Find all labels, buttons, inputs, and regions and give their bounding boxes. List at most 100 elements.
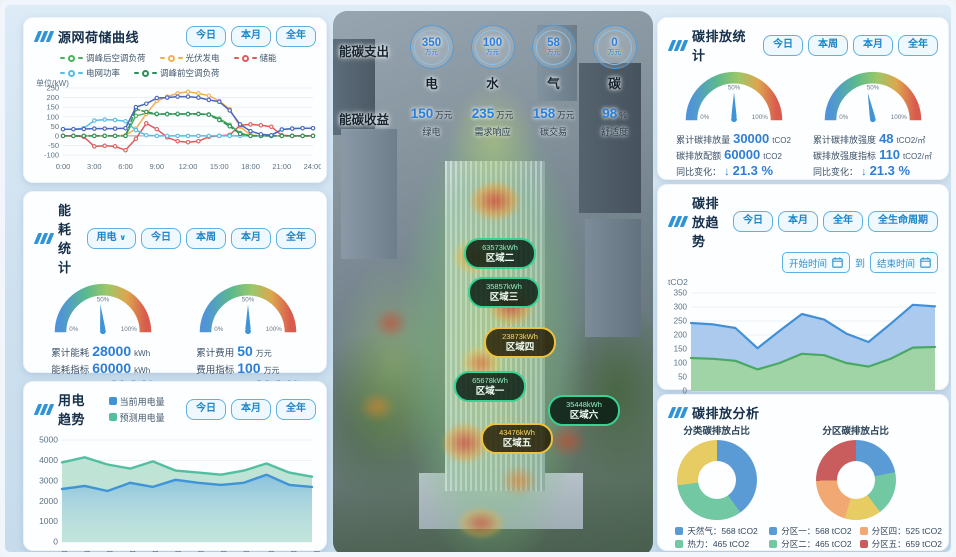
donut-hole xyxy=(836,461,875,499)
legend-square-marker xyxy=(859,527,868,535)
range-button[interactable]: 本周 xyxy=(808,34,848,56)
donut-legend-item[interactable]: 分区三：385 tCO2 xyxy=(769,551,851,552)
donut-legend-item[interactable]: 分区五：659 tCO2 xyxy=(859,538,942,550)
legend-item[interactable]: 调峰前空调负荷 xyxy=(134,67,220,79)
range-button[interactable]: 全生命周期 xyxy=(868,211,938,232)
legend-ring-marker xyxy=(68,69,75,77)
stat-value: 21.3 % xyxy=(732,163,774,178)
gauge-chart: 0% 50% 100% xyxy=(824,72,921,123)
range-button[interactable]: 本月 xyxy=(853,34,893,56)
stat-unit: tCO2 xyxy=(763,152,782,161)
ripple-circle-icon: 58 万元 xyxy=(531,25,576,69)
range-button[interactable]: 本月 xyxy=(231,398,271,420)
svg-text:0: 0 xyxy=(683,387,688,396)
range-button[interactable]: 本周 xyxy=(186,227,226,249)
donut-legend-item[interactable]: 分区二：465 tCO2 xyxy=(769,538,852,550)
zone-label-pill[interactable]: 23873kWh 区域四 xyxy=(484,327,556,359)
expense-badges: 350 万元电 100 万元水 58 万元气 0 万元碳 xyxy=(401,25,645,92)
income-item: 235 万元 需求响应 xyxy=(462,105,523,138)
arrow-down-icon: ↓ xyxy=(724,166,730,178)
stat-label: 能耗指标 xyxy=(51,365,90,376)
legend-item[interactable]: 光伏发电 xyxy=(159,52,220,64)
svg-text:3月: 3月 xyxy=(101,550,114,557)
zone-label-pill[interactable]: 43476kWh 区域五 xyxy=(481,423,553,455)
donut-legend-item[interactable]: 天然气：568 tCO2 xyxy=(675,525,758,537)
income-item: 98% 舒适度 xyxy=(584,105,645,138)
range-toolbar: 今日 本月 全年 xyxy=(186,398,316,420)
range-button[interactable]: 全年 xyxy=(898,34,938,56)
zone-label-pill[interactable]: 65678kWh 区域一 xyxy=(454,371,526,403)
panel-title-icon xyxy=(33,232,55,244)
zone-label-pill[interactable]: 63573kWh 区域二 xyxy=(464,238,536,270)
income-values: 150 万元 绿电 235 万元 需求响应 158 万元 碳交易 98% 舒适度 xyxy=(401,105,645,138)
zone-energy-value: 23873kWh xyxy=(502,332,538,341)
range-button[interactable]: 今日 xyxy=(141,227,181,249)
stat-row: 累计能耗 28000 kWh xyxy=(51,343,154,359)
gauge-stats: 累计碳排放量 30000 tCO2 碳排放配额 60000 tCO2 同比变化： ↓ 21.3 … xyxy=(676,130,791,179)
donut-legend-text: 电力：385 tCO2 xyxy=(687,551,749,552)
donut-legend-text: 分区一：568 tCO2 xyxy=(781,526,852,536)
panel-header: 碳排放分析 xyxy=(658,395,948,422)
donut-title: 分区碳排放占比 xyxy=(822,426,889,437)
legend-item[interactable]: 预测用电量 xyxy=(108,411,165,424)
range-button[interactable]: 全年 xyxy=(276,26,316,47)
end-date-input[interactable]: 结束时间 xyxy=(869,252,938,273)
zone-label-pill[interactable]: 35448kWh 区域六 xyxy=(548,395,620,427)
arrow-down-icon: ↓ xyxy=(861,166,867,178)
power-trend-area-chart: 5000 4000 3000 2000 1000 0 1月 2月 3月 4月 5月 6月 7月 8月 9月 1… xyxy=(39,435,320,557)
range-button[interactable]: 本月 xyxy=(231,26,271,47)
range-button[interactable]: 今日 xyxy=(186,26,226,47)
panel-title: 能耗统计 xyxy=(58,203,72,275)
svg-text:0%: 0% xyxy=(69,326,78,333)
donut-legend-text: 天然气：568 tCO2 xyxy=(687,526,758,536)
power-trend-legend: 当前用电量预测用电量 xyxy=(108,395,180,424)
range-button[interactable]: 全年 xyxy=(276,398,316,420)
legend-item[interactable]: 调峰后空调负荷 xyxy=(60,52,146,64)
expense-unit: 万元 xyxy=(425,49,438,56)
panel-title-icon xyxy=(667,407,689,418)
legend-square-marker xyxy=(675,540,684,548)
stat-value: 50 xyxy=(237,343,253,359)
legend-ring-marker xyxy=(241,54,249,62)
panel-power-trend: 用电趋势 当前用电量 预测用电量 今日 本月 全年 5000 4000 3000 2000 1… xyxy=(23,381,327,552)
range-button[interactable]: 本月 xyxy=(778,211,818,232)
building-heatmap-view: 能碳支出 350 万元电 100 万元水 58 万元气 0 万元碳 能碳收益 150 万元 绿电 2… xyxy=(333,11,653,552)
svg-text:18:00: 18:00 xyxy=(241,162,260,171)
zone-name: 区域五 xyxy=(502,438,532,449)
svg-text:6:00: 6:00 xyxy=(118,162,133,171)
panel-carbon-stats: 碳排放统计 今日 本周 本月 全年 0% 50% 100% 累计碳排放量 30000 tCO2 碳… xyxy=(657,17,949,180)
donut-legend-item[interactable]: 电力：385 tCO2 xyxy=(675,551,757,552)
range-button[interactable]: 今日 xyxy=(763,34,803,56)
legend-item[interactable]: 储能 xyxy=(233,52,277,64)
legend-item[interactable]: 电网功率 xyxy=(60,67,120,79)
zone-energy-value: 35857kWh xyxy=(486,282,522,291)
stat-label: 碳排放强度指标 xyxy=(813,151,877,161)
range-button[interactable]: 今日 xyxy=(733,211,773,232)
range-button[interactable]: 今日 xyxy=(186,398,226,420)
energy-type-dropdown[interactable]: 用电 ∨ xyxy=(86,227,136,249)
range-button[interactable]: 全年 xyxy=(823,211,863,232)
stat-label: 累计碳排放量 xyxy=(676,135,731,145)
start-date-input[interactable]: 开始时间 xyxy=(781,252,850,273)
donut-legend-item[interactable]: 分区一：568 tCO2 xyxy=(769,525,852,537)
gauge-chart: 0% 50% 100% xyxy=(685,72,782,123)
donut-legend-item[interactable]: 热力：465 tCO2 xyxy=(675,538,757,550)
range-button[interactable]: 本月 xyxy=(231,227,271,249)
stat-label: 同比变化： xyxy=(676,167,722,177)
stat-value: 60000 xyxy=(724,147,761,162)
ripple-circle-icon: 350 万元 xyxy=(409,25,454,69)
stat-row: 碳排放强度指标 110 tCO2/㎡ xyxy=(813,147,932,162)
expense-category: 电 xyxy=(425,77,438,91)
expense-badge: 100 万元水 xyxy=(462,25,523,92)
legend-item[interactable]: 当前用电量 xyxy=(108,395,165,408)
range-button[interactable]: 全年 xyxy=(276,227,316,249)
expense-category: 水 xyxy=(486,77,499,91)
svg-text:100%: 100% xyxy=(265,326,281,333)
donut-legend-item[interactable]: 分区四：525 tCO2 xyxy=(859,525,942,537)
zone-label-pill[interactable]: 35857kWh 区域三 xyxy=(468,277,540,309)
donut-legend-text: 分区二：465 tCO2 xyxy=(781,539,852,549)
carbon-trend-area-chart: 350300250200150100500JanFebMarAprMayJunJ… xyxy=(674,289,942,407)
income-value: 158 xyxy=(532,106,556,121)
